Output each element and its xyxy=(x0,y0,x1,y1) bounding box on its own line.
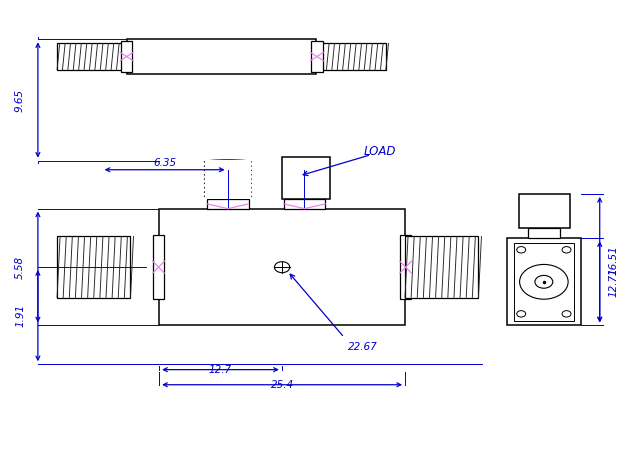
Bar xyxy=(400,235,412,299)
Bar xyxy=(513,243,574,321)
Text: 1.91: 1.91 xyxy=(15,304,25,327)
Bar xyxy=(57,43,128,70)
Text: 25.4: 25.4 xyxy=(270,380,294,390)
Text: LOAD: LOAD xyxy=(363,145,396,158)
Bar xyxy=(207,199,249,209)
Bar xyxy=(205,160,251,199)
Bar xyxy=(128,39,316,74)
Text: 5.58: 5.58 xyxy=(15,256,25,279)
Bar xyxy=(507,238,581,325)
Bar xyxy=(518,194,570,228)
Text: 6.35: 6.35 xyxy=(153,158,176,168)
Bar xyxy=(528,228,560,238)
Bar xyxy=(121,41,133,72)
Text: 16.51: 16.51 xyxy=(609,245,619,275)
Text: 12.71: 12.71 xyxy=(609,267,619,297)
Bar xyxy=(405,236,478,298)
Bar xyxy=(283,157,330,199)
Text: 9.65: 9.65 xyxy=(15,88,25,112)
Bar xyxy=(316,43,386,70)
Text: 12.7: 12.7 xyxy=(209,365,232,375)
Bar xyxy=(311,41,323,72)
Bar xyxy=(57,236,131,298)
Text: 22.67: 22.67 xyxy=(348,342,377,352)
Bar xyxy=(153,235,164,299)
Bar xyxy=(159,209,405,325)
Bar xyxy=(284,199,325,209)
